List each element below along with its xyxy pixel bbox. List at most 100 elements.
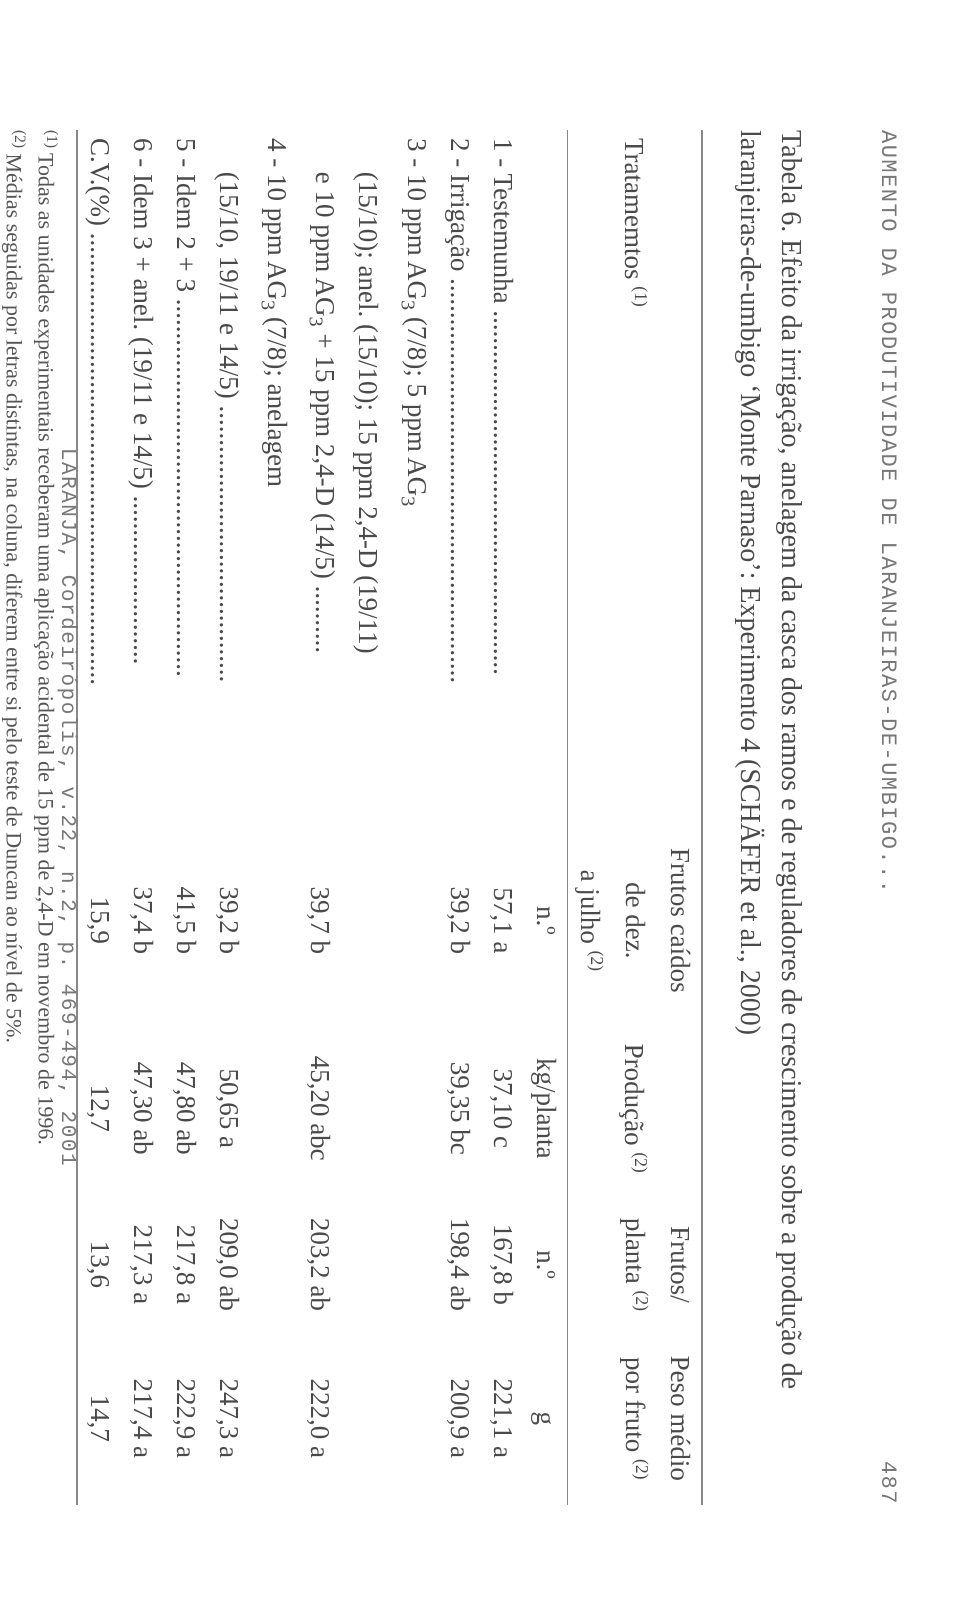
running-foot: LARANJA, Cordeirópolis, v.22, n.2, p. 46… (55, 0, 78, 1615)
treatment-cell: 4 - 10 ppm AG3 (7/8); anelagem (250, 130, 298, 822)
col-pm-header-3-empty (567, 1331, 613, 1505)
unit-treat-empty (524, 130, 568, 822)
value-cell-fc: 41,5 b (164, 822, 207, 1019)
value-cell-pr: 12,7 (77, 1019, 121, 1197)
value-cell-fc: 39,2 b (207, 822, 250, 1019)
page-inner: AUMENTO DA PRODUTIVIDADE DE LARANJEIRAS-… (0, 0, 960, 1615)
value-cell-fp (346, 1197, 389, 1331)
value-cell-pr (346, 1019, 389, 1197)
rotated-page: AUMENTO DA PRODUTIVIDADE DE LARANJEIRAS-… (0, 0, 960, 960)
data-table: Tratamemtos (1) Frutos caídos Produção (… (76, 130, 703, 1505)
unit-producao: kg/planta (524, 1019, 568, 1197)
col-fc-header-1: Frutos caídos (658, 822, 702, 1019)
col-fp-label-2: planta (620, 1218, 650, 1291)
value-cell-pm: 14,7 (77, 1331, 121, 1505)
value-cell-fp: 209,0 ab (207, 1197, 250, 1331)
table-row: e 10 ppm AG3 + 15 ppm 2,4-D (14/5) .....… (298, 130, 346, 1505)
value-cell-fp (389, 1197, 437, 1331)
value-cell-fp: 217,3 a (121, 1197, 164, 1331)
table-body: 1 - Testemunha .........................… (77, 130, 524, 1505)
treatment-cell: 6 - Idem 3 + anel. (19/11 e 14/5) ......… (121, 130, 164, 822)
col-fp-header-1: Frutos/ (658, 1197, 702, 1331)
caption-label: Tabela 6. (775, 130, 806, 232)
col-pm-label-2: por fruto (620, 1357, 650, 1459)
value-cell-pr: 45,20 abc (298, 1019, 346, 1197)
value-cell-fp: 13,6 (77, 1197, 121, 1331)
value-cell-fp (250, 1197, 298, 1331)
col-producao-label: Produção (619, 1044, 649, 1153)
col-treat-sup: (1) (631, 286, 651, 306)
treatment-cell: 5 - Idem 2 + 3 .........................… (164, 130, 207, 822)
table-row: 2 - Irrigação ..........................… (438, 130, 481, 1505)
running-head-title: AUMENTO DA PRODUTIVIDADE DE LARANJEIRAS-… (875, 130, 900, 895)
unit-fp: n.º (524, 1197, 568, 1331)
value-cell-pm: 217,4 a (121, 1331, 164, 1505)
value-cell-pm: 222,0 a (298, 1331, 346, 1505)
treatment-cell: (15/10, 19/11 e 14/5) ..................… (207, 130, 250, 822)
col-pm-sup: (2) (632, 1459, 652, 1479)
value-cell-pm (346, 1331, 389, 1505)
value-cell-fp: 203,2 ab (298, 1197, 346, 1331)
value-cell-pm: 247,3 a (207, 1331, 250, 1505)
unit-pm: g (524, 1331, 568, 1505)
table-row: (15/10); anel. (15/10); 15 ppm 2,4-D (19… (346, 130, 389, 1505)
value-cell-pr (389, 1019, 437, 1197)
value-cell-fp: 217,8 a (164, 1197, 207, 1331)
value-cell-pm: 222,9 a (164, 1331, 207, 1505)
col-treat-label: Tratamemtos (619, 138, 649, 286)
value-cell-pr: 47,80 ab (164, 1019, 207, 1197)
running-head: AUMENTO DA PRODUTIVIDADE DE LARANJEIRAS-… (875, 130, 900, 1505)
footnote-2-text: Médias seguidas por letras distintas, na… (1, 148, 26, 1043)
table-caption: Tabela 6. Efeito da irrigação, anelagem … (729, 130, 810, 1505)
value-cell-fc (389, 822, 437, 1019)
col-producao-header: Produção (2) (567, 1019, 702, 1197)
table-row: 5 - Idem 2 + 3 .........................… (164, 130, 207, 1505)
value-cell-fc (346, 822, 389, 1019)
unit-fc: n.º (524, 822, 568, 1019)
unit-row: n.º kg/planta n.º g (524, 130, 568, 1505)
treatment-cell: C.V.(%) ................................… (77, 130, 121, 822)
col-fc-header-2: de dez. (613, 822, 658, 1019)
col-fp-header-3-empty (567, 1197, 613, 1331)
value-cell-fp: 198,4 ab (438, 1197, 481, 1331)
value-cell-pr: 37,10 c (481, 1019, 524, 1197)
value-cell-pr: 47,30 ab (121, 1019, 164, 1197)
table-header-row-1: Tratamemtos (1) Frutos caídos Produção (… (658, 130, 702, 1505)
value-cell-pm: 221,1 a (481, 1331, 524, 1505)
footnote-2-sup: (2) (11, 130, 28, 148)
col-producao-sup: (2) (631, 1152, 651, 1172)
running-head-page: 487 (875, 1461, 900, 1505)
col-fp-header-2: planta (2) (613, 1197, 658, 1331)
value-cell-pr (250, 1019, 298, 1197)
value-cell-pr: 50,65 a (207, 1019, 250, 1197)
footnote-2: (2) Médias seguidas por letras distintas… (0, 130, 30, 1505)
treatment-cell: 2 - Irrigação ..........................… (438, 130, 481, 822)
treatment-cell: 3 - 10 ppm AG3 (7/8); 5 ppm AG3 (389, 130, 437, 822)
value-cell-fc: 37,4 b (121, 822, 164, 1019)
treatment-cell: e 10 ppm AG3 + 15 ppm 2,4-D (14/5) .....… (298, 130, 346, 822)
value-cell-pm (250, 1331, 298, 1505)
value-cell-fc (250, 822, 298, 1019)
value-cell-pr: 39,35 bc (438, 1019, 481, 1197)
caption-text: Efeito da irrigação, anelagem da casca d… (734, 130, 806, 1389)
col-pm-header-2: por fruto (2) (613, 1331, 658, 1505)
value-cell-fc: 57,1 a (481, 822, 524, 1019)
col-fc-sup: (2) (587, 951, 607, 971)
table-row: C.V.(%) ................................… (77, 130, 121, 1505)
value-cell-pm (389, 1331, 437, 1505)
table-row: 6 - Idem 3 + anel. (19/11 e 14/5) ......… (121, 130, 164, 1505)
value-cell-fc: 39,2 b (438, 822, 481, 1019)
col-fc-label-3: a julho (575, 870, 605, 951)
content-block: Tabela 6. Efeito da irrigação, anelagem … (0, 130, 810, 1505)
table-row: 1 - Testemunha .........................… (481, 130, 524, 1505)
value-cell-fp: 167,8 b (481, 1197, 524, 1331)
col-pm-header-1: Peso médio (658, 1331, 702, 1505)
value-cell-pm: 200,9 a (438, 1331, 481, 1505)
value-cell-fc: 15,9 (77, 822, 121, 1019)
col-treat-header: Tratamemtos (1) (567, 130, 702, 822)
treatment-cell: 1 - Testemunha .........................… (481, 130, 524, 822)
value-cell-fc: 39,7 b (298, 822, 346, 1019)
footnotes: (1) Todas as unidades experimentais rece… (0, 130, 62, 1505)
treatment-cell: (15/10); anel. (15/10); 15 ppm 2,4-D (19… (346, 130, 389, 822)
table-row: (15/10, 19/11 e 14/5) ..................… (207, 130, 250, 1505)
